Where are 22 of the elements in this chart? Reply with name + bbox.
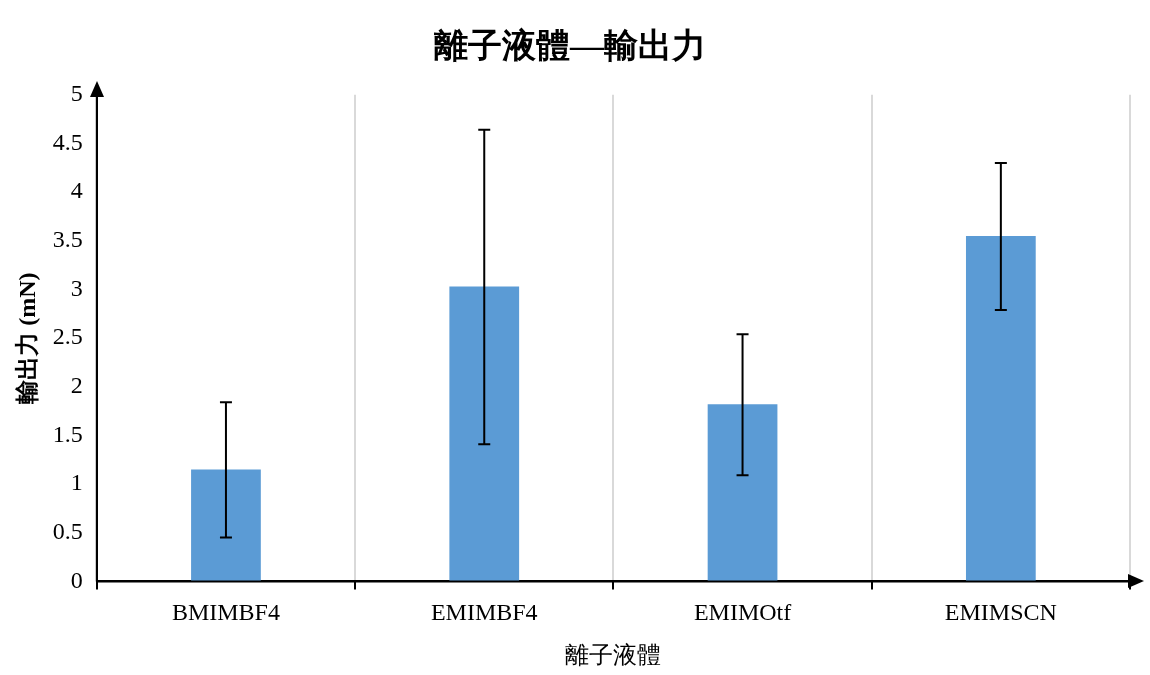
y-axis-title: 輸出力 (mN)	[13, 272, 40, 405]
x-tick-label: EMIMBF4	[430, 599, 538, 626]
bar	[965, 235, 1036, 582]
bar	[707, 404, 778, 582]
y-tick-label: 2.5	[52, 323, 83, 350]
y-tick-label: 2	[70, 372, 83, 399]
bar	[449, 286, 520, 582]
x-tick-label: EMIMSCN	[944, 599, 1057, 626]
chart-title: 離子液體—輸出力	[433, 27, 706, 65]
x-tick-label: BMIMBF4	[171, 599, 280, 626]
bar	[191, 469, 261, 582]
y-tick-label: 1	[70, 469, 83, 496]
y-tick-label: 4.5	[52, 128, 83, 155]
y-tick-label: 5	[70, 80, 83, 107]
y-tick-label: 3	[70, 274, 83, 301]
y-tick-label: 0.5	[52, 518, 83, 545]
x-axis-title: 離子液體	[565, 641, 662, 668]
y-tick-label: 3.5	[52, 226, 83, 253]
y-tick-label: 0	[70, 566, 83, 593]
x-tick-label: EMIMOtf	[693, 599, 792, 626]
y-tick-label: 1.5	[52, 420, 83, 447]
y-tick-label: 4	[70, 177, 83, 204]
